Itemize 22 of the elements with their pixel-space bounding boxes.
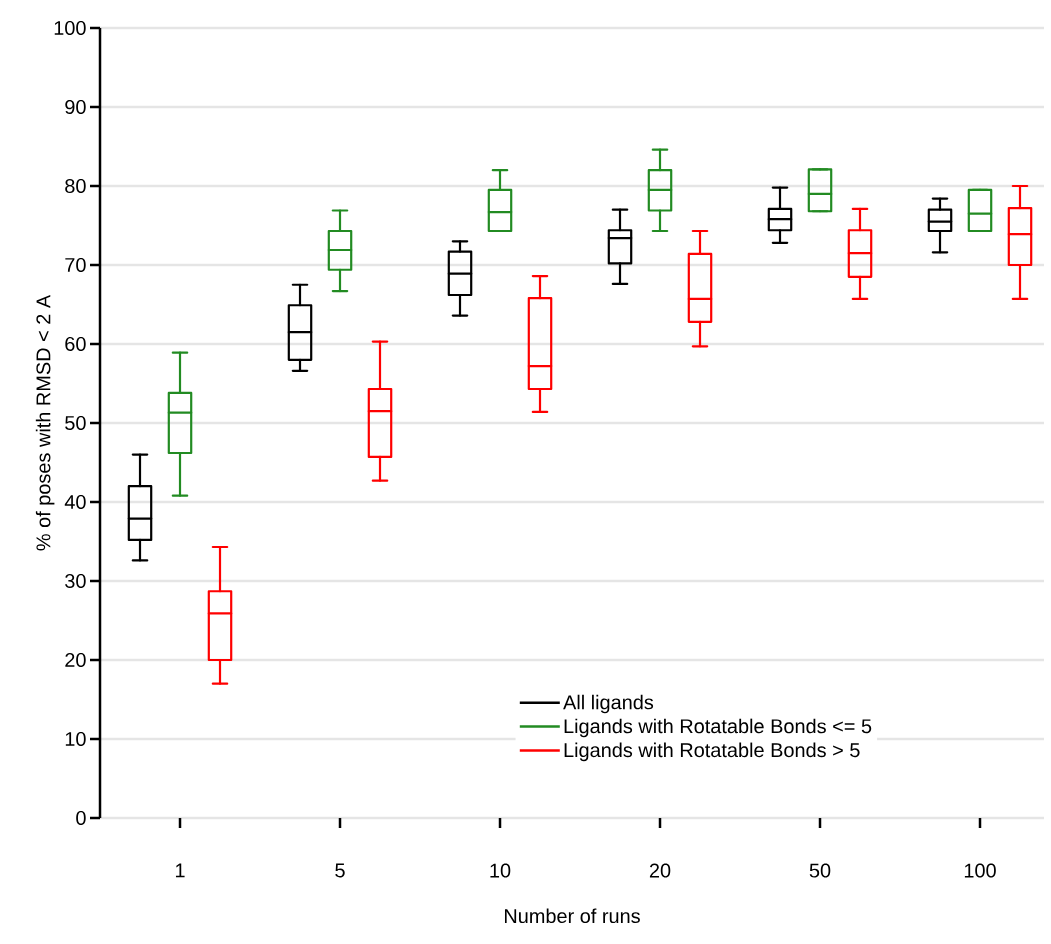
y-tick-label: 70 — [65, 257, 86, 273]
legend-label: Ligands with Rotatable Bonds > 5 — [564, 742, 860, 762]
y-tick-label: 80 — [65, 178, 86, 194]
y-tick-label: 90 — [65, 99, 86, 115]
y-tick-label: 0 — [76, 810, 86, 826]
y-tick-label: 30 — [65, 573, 86, 589]
x-tick-label: 100 — [964, 863, 996, 878]
legend-label: All ligands — [563, 694, 654, 714]
y-tick-label: 100 — [54, 20, 86, 36]
y-tick-label: 60 — [65, 336, 86, 352]
x-axis-title: Number of runs — [504, 908, 640, 924]
x-tick-label: 1 — [175, 863, 185, 878]
y-tick-label: 40 — [64, 494, 86, 510]
x-tick-label: 5 — [335, 863, 345, 878]
y-tick-label: 10 — [65, 731, 86, 747]
y-tick-label: 20 — [65, 652, 86, 668]
x-tick-label: 20 — [649, 863, 671, 878]
y-axis-title: % of poses with RMSD < 2 A — [35, 294, 55, 551]
x-tick-label: 50 — [809, 863, 831, 878]
x-tick-label: 10 — [490, 863, 511, 878]
legend-label: Ligands with Rotatable Bonds <= 5 — [564, 718, 872, 738]
y-tick-label: 50 — [65, 415, 86, 431]
